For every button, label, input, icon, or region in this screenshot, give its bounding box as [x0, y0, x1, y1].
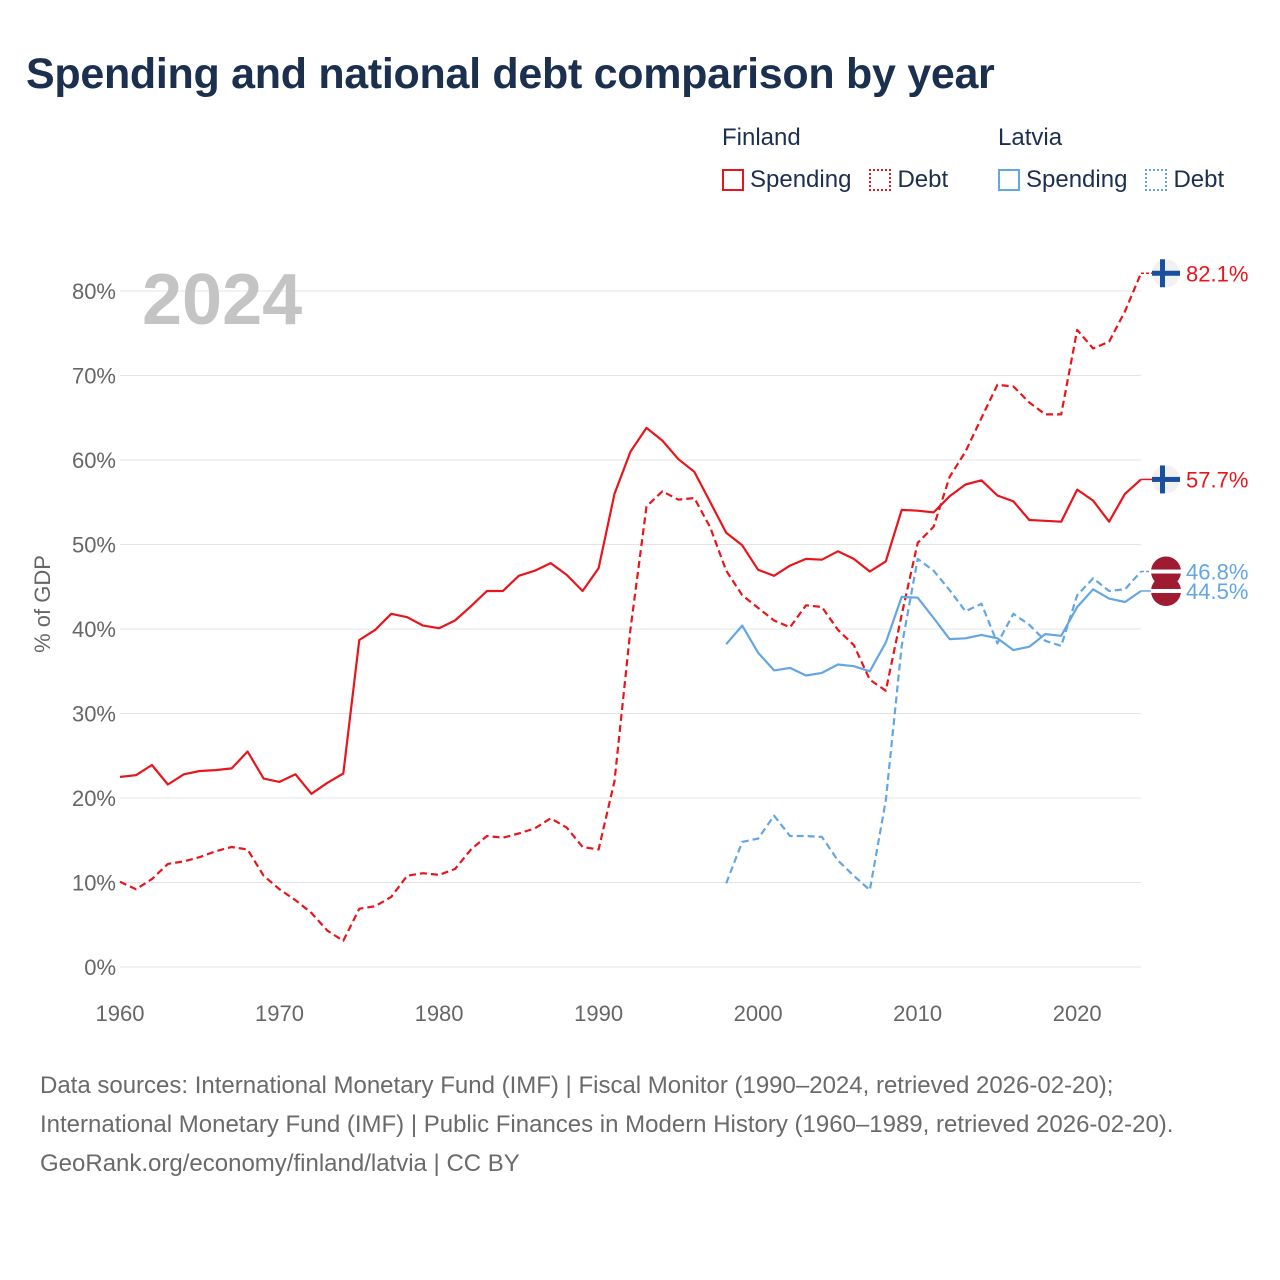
legend-label: Debt	[1173, 166, 1225, 193]
y-tick-label: 60%	[72, 448, 116, 473]
y-tick-label: 70%	[72, 364, 116, 389]
series-line-finland-debt[interactable]	[119, 272, 1143, 942]
legend-swatch-dotted-icon	[869, 169, 892, 191]
footer: Data sources: International Monetary Fun…	[40, 1066, 1240, 1183]
y-tick-label: 40%	[72, 617, 116, 642]
legend-item-latvia-spending[interactable]: Spending	[998, 166, 1127, 194]
x-tick-label: 1970	[255, 1001, 304, 1026]
legend-swatch-dotted-icon	[1145, 169, 1168, 191]
end-value-label: 44.5%	[1186, 579, 1248, 604]
end-value-label: 82.1%	[1186, 261, 1248, 286]
y-tick-label: 30%	[72, 702, 116, 727]
legend-group-name: Finland	[722, 124, 801, 151]
legend-group-name: Latvia	[998, 124, 1063, 151]
y-axis-label: % of GDP	[30, 555, 55, 653]
end-value-label: 57.7%	[1186, 467, 1248, 492]
x-tick-label: 1960	[96, 1001, 145, 1026]
legend-swatch-solid-icon	[998, 169, 1020, 191]
legend-group-finland: Finland Spending Debt	[722, 124, 948, 194]
finland-flag-icon	[1152, 465, 1180, 494]
legend-label: Debt	[897, 166, 949, 193]
series-line-latvia-debt[interactable]	[725, 557, 1142, 892]
legend-group-latvia: Latvia Spending Debt	[998, 124, 1224, 194]
latvia-flag-icon	[1151, 556, 1181, 587]
year-watermark: 2024	[142, 260, 302, 340]
y-tick-label: 10%	[72, 871, 116, 896]
source-link[interactable]: GeoRank.org/economy/finland/latvia | CC …	[40, 1150, 520, 1177]
legend-item-finland-spending[interactable]: Spending	[722, 166, 851, 194]
legend-item-finland-debt[interactable]: Debt	[869, 166, 948, 194]
x-tick-label: 1980	[415, 1001, 464, 1026]
chart-title: Spending and national debt comparison by…	[26, 50, 995, 98]
legend-label: Spending	[1026, 166, 1128, 193]
x-tick-label: 1990	[574, 1001, 623, 1026]
series-line-finland-spending[interactable]	[119, 426, 1142, 795]
x-tick-label: 2010	[893, 1001, 942, 1026]
y-tick-label: 20%	[72, 786, 116, 811]
end-value-label: 46.8%	[1186, 560, 1248, 585]
legend-swatch-solid-icon	[722, 169, 744, 191]
line-chart: 0% 10% 20% 30% 40% 50% 60% 70% 80% 1960 1970 1980 19…	[30, 259, 1248, 1026]
series-line-latvia-spending[interactable]	[725, 588, 1142, 677]
data-sources-text: Data sources: International Monetary Fun…	[40, 1072, 1174, 1138]
y-tick-label: 50%	[72, 533, 116, 558]
legend-label: Spending	[750, 166, 852, 193]
x-tick-label: 2000	[734, 1001, 783, 1026]
finland-flag-icon	[1152, 259, 1180, 288]
y-tick-label: 0%	[84, 955, 116, 980]
legend-item-latvia-debt[interactable]: Debt	[1145, 166, 1224, 194]
y-tick-label: 80%	[72, 279, 116, 304]
x-tick-label: 2020	[1053, 1001, 1102, 1026]
